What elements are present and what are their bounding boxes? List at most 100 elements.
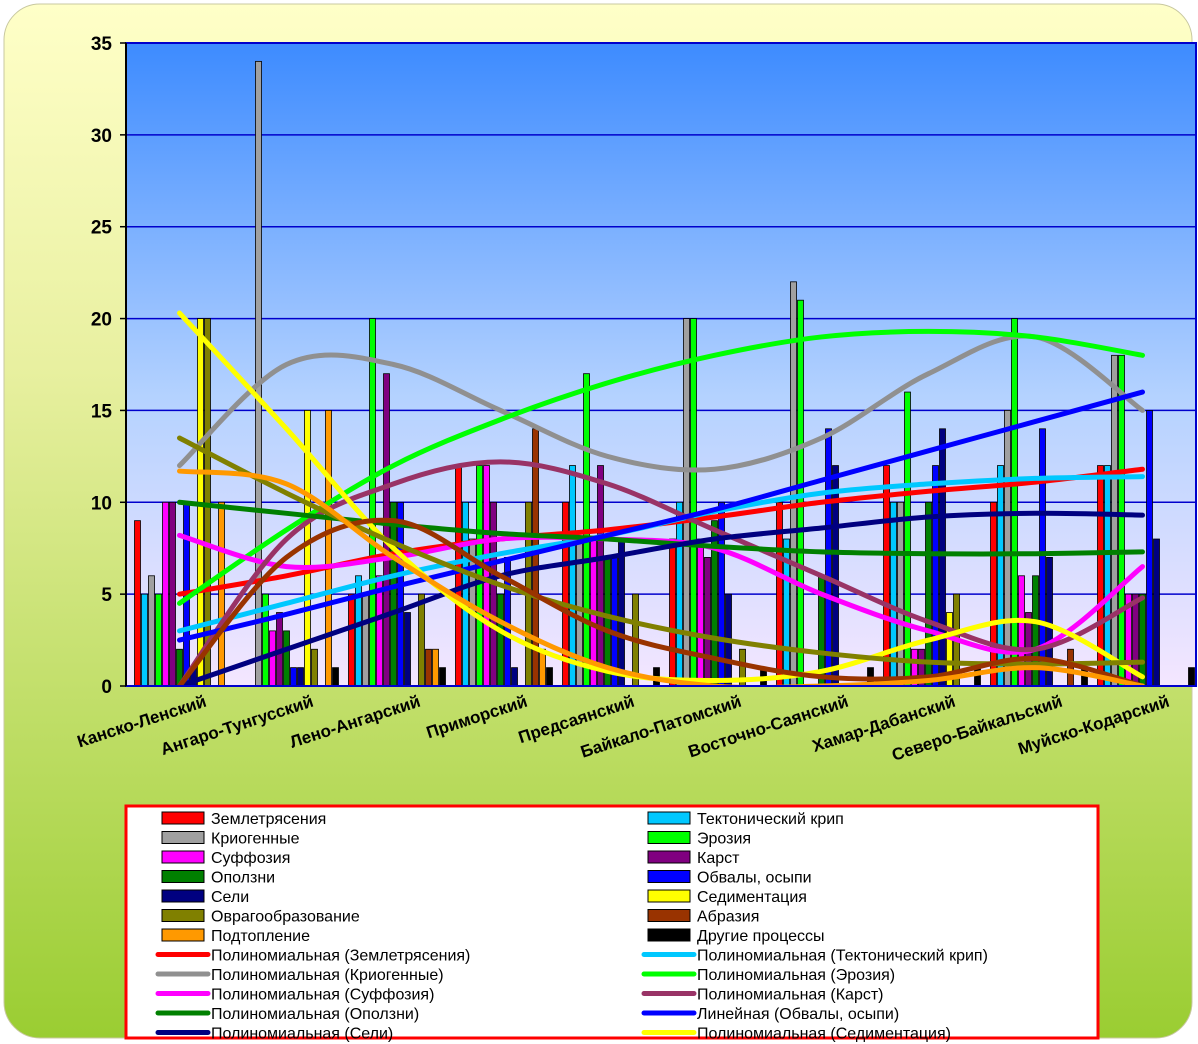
bar (369, 318, 376, 686)
bar (704, 557, 711, 686)
bar (711, 520, 718, 686)
bar (134, 520, 141, 686)
legend-label: Другие процессы (697, 928, 825, 945)
y-tick-label: 0 (101, 677, 112, 698)
trendline (177, 333, 1145, 473)
legend-label: Тектонический крип (697, 811, 844, 828)
legend-swatch (647, 909, 691, 922)
bar (283, 630, 290, 686)
bar (490, 501, 497, 686)
legend-label: Обвалы, осыпи (697, 870, 812, 887)
bar (1046, 557, 1053, 686)
legend-label: Полиномиальная (Карст) (697, 987, 884, 1004)
legend-label: Полиномиальная (Криогенные) (211, 967, 444, 984)
bar (397, 501, 404, 686)
bar (483, 465, 490, 686)
bar (141, 593, 148, 686)
trendline (177, 328, 1145, 606)
bar (1004, 410, 1011, 686)
bar (618, 538, 625, 686)
y-tick-label: 20 (91, 310, 112, 331)
bar (539, 648, 546, 686)
legend-label: Оползни (211, 870, 275, 887)
legend-swatch (161, 889, 205, 903)
legend-label: Полиномиальная (Землетрясения) (211, 948, 470, 965)
bar (176, 648, 183, 686)
legend-label: Эрозия (697, 831, 751, 848)
bar (325, 410, 332, 686)
y-tick-label: 35 (91, 34, 113, 55)
legend-swatch (161, 811, 205, 825)
bar (332, 667, 339, 686)
legend-label: Полиномиальная (Эрозия) (697, 967, 895, 984)
legend-label: Оврагообразование (211, 909, 360, 926)
bar (939, 428, 946, 686)
bar (697, 538, 704, 686)
y-tick-label: 15 (91, 401, 113, 422)
bar (162, 501, 169, 686)
legend-swatch (161, 850, 205, 864)
bar (1039, 428, 1046, 686)
legend-label: Абразия (697, 909, 759, 926)
bar (676, 501, 683, 686)
y-tick-label: 30 (91, 126, 112, 147)
bar (418, 593, 425, 686)
legend-swatch (161, 870, 205, 883)
trendline (177, 517, 1145, 686)
legend-swatch (647, 928, 691, 942)
legend-label: Сели (211, 889, 249, 906)
y-tick-label: 5 (101, 585, 112, 606)
bar (683, 318, 690, 686)
bar (383, 373, 390, 686)
legend-label: Землетрясения (211, 811, 326, 828)
bar (1011, 318, 1018, 686)
bar (269, 630, 276, 686)
bar (362, 593, 369, 686)
bar (1067, 648, 1074, 686)
bar (1125, 593, 1132, 686)
bar (297, 667, 304, 686)
bar (1146, 410, 1153, 686)
legend-swatch (647, 831, 691, 844)
trendline (177, 468, 1145, 686)
legend-label: Полиномиальная (Тектонический крип) (697, 948, 988, 965)
bar (439, 667, 446, 686)
bar (348, 593, 355, 686)
bar (669, 538, 676, 686)
bar (739, 648, 746, 686)
bar (1153, 538, 1160, 686)
bar (155, 593, 162, 686)
legend-label: Криогенные (211, 831, 300, 848)
bar (169, 501, 176, 686)
bar (390, 501, 397, 686)
legend: Землетрясения Тектонический крип Криогенны… (155, 811, 988, 1043)
trendline (177, 510, 1145, 686)
trendlines (177, 310, 1145, 686)
bar (932, 465, 939, 686)
legend-swatch (647, 811, 691, 825)
bar (148, 575, 155, 686)
legend-swatch (161, 928, 205, 942)
bar (255, 60, 262, 686)
bar (546, 667, 553, 686)
bar (311, 648, 318, 686)
bar (425, 648, 432, 686)
bar (790, 281, 797, 686)
bar (290, 667, 297, 686)
legend-label: Карст (697, 850, 740, 867)
legend-label: Линейная (Обвалы, осыпи) (697, 1006, 899, 1023)
bar (797, 299, 804, 686)
bar (911, 648, 918, 686)
bar (432, 648, 439, 686)
legend-swatch (647, 850, 691, 864)
bar (1111, 354, 1118, 686)
bar (404, 612, 411, 686)
bar (204, 318, 211, 686)
bar (262, 593, 269, 686)
y-tick-labels: 0 5 10 15 20 25 30 35 (91, 34, 126, 698)
legend-label: Суффозия (211, 850, 290, 867)
bar (1118, 354, 1125, 686)
bar (511, 667, 518, 686)
trendline (177, 389, 1145, 643)
